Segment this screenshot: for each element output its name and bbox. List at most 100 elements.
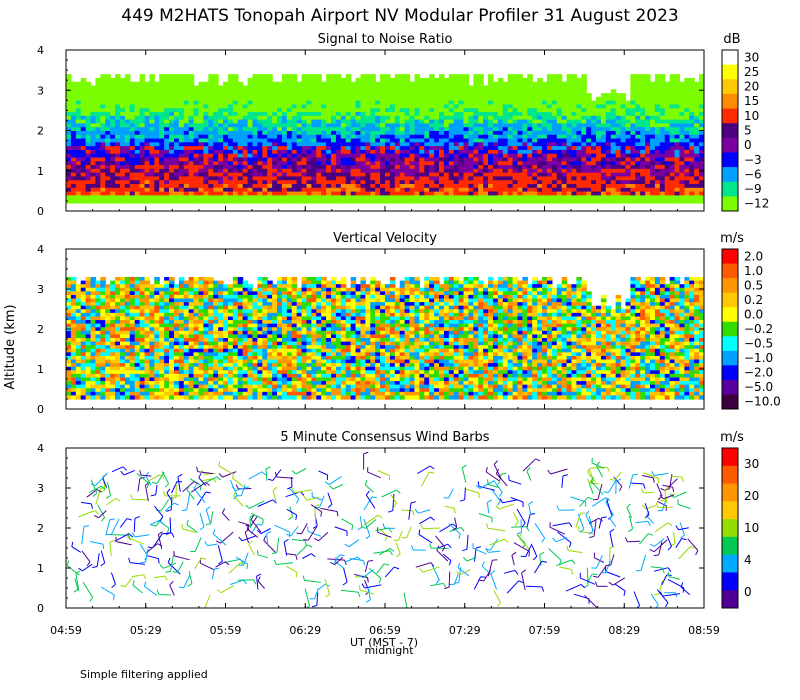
colorbar-swatch (722, 590, 738, 609)
colorbar-swatch (722, 501, 738, 520)
midnight-label: midnight (364, 644, 414, 657)
colorbar-swatch (722, 123, 738, 139)
y-tick-label: 2 (37, 323, 44, 336)
y-tick-label: 3 (37, 84, 44, 97)
colorbar-label: −10.0 (744, 395, 781, 409)
y-tick-label: 0 (37, 602, 44, 615)
colorbar-label: 4 (744, 553, 752, 567)
colorbar-unit: m/s (720, 430, 744, 445)
colorbar-label: −5.0 (744, 380, 773, 394)
colorbar-label: −9 (744, 182, 762, 196)
colorbar-swatch (722, 379, 738, 395)
colorbar-swatch (722, 64, 738, 80)
y-axis-label: Altitude (km) (3, 304, 18, 389)
y-tick-label: 2 (37, 125, 44, 138)
colorbar-label: 0 (744, 138, 752, 152)
colorbar-swatch (722, 336, 738, 352)
colorbar-swatch (722, 465, 738, 485)
colorbar-label: −3 (744, 153, 762, 167)
colorbar-label: 15 (744, 94, 759, 108)
colorbar-label: 2.0 (744, 249, 763, 263)
colorbar-label: 5 (744, 124, 752, 138)
y-tick-label: 0 (37, 205, 44, 218)
colorbar-label: 0.5 (744, 278, 763, 292)
colorbar-swatch (722, 263, 738, 279)
colorbar-swatch (722, 554, 738, 573)
colorbar-swatch (722, 50, 738, 66)
x-tick-label: 07:29 (449, 624, 481, 637)
colorbar-swatch (722, 249, 738, 265)
colorbar-swatch (722, 167, 738, 183)
colorbar-swatch (722, 181, 738, 197)
colorbar-swatch (722, 394, 738, 410)
colorbar: 2.01.00.50.20.0−0.2−0.5−1.0−2.0−5.0−10.0 (721, 248, 781, 410)
colorbar-swatch (722, 152, 738, 168)
colorbar-label: −2.0 (744, 366, 773, 380)
colorbar-swatch (722, 196, 738, 212)
colorbar-swatch (722, 278, 738, 294)
plot-field (66, 74, 704, 204)
colorbar-unit: m/s (720, 231, 744, 246)
colorbar-unit: dB (723, 32, 740, 47)
x-tick-label: 05:29 (130, 624, 162, 637)
colorbar-label: −0.2 (744, 322, 773, 336)
y-tick-label: 1 (37, 363, 44, 376)
colorbar: 30 20 10 4 0 (721, 447, 759, 609)
colorbar-swatch (722, 321, 738, 337)
x-tick-label: 04:59 (50, 624, 82, 637)
panel-3: 5 Minute Consensus Wind Barbs m/s 0 1 2 3 4 30 2… (37, 430, 759, 615)
colorbar-swatch (722, 137, 738, 153)
y-tick-label: 1 (37, 562, 44, 575)
x-tick-label: 07:59 (529, 624, 561, 637)
colorbar-swatch (722, 365, 738, 381)
x-tick-label: 06:29 (289, 624, 321, 637)
panel-title: Vertical Velocity (333, 231, 437, 246)
x-tick-label: 08:59 (688, 624, 720, 637)
footnote: Simple filtering applied (80, 668, 208, 681)
y-tick-label: 0 (37, 403, 44, 416)
colorbar-label: 20 (744, 489, 759, 503)
colorbar-swatch (722, 108, 738, 124)
panel-title: Signal to Noise Ratio (318, 32, 453, 47)
colorbar-swatch (722, 519, 738, 538)
y-tick-label: 3 (37, 283, 44, 296)
chart-title: 449 M2HATS Tonopah Airport NV Modular Pr… (121, 6, 678, 26)
colorbar-swatch (722, 448, 738, 467)
plot-field (66, 451, 699, 608)
x-axis-label: UT (MST - 7) (350, 636, 418, 649)
panel-title: 5 Minute Consensus Wind Barbs (280, 430, 489, 445)
colorbar-swatch (722, 572, 738, 591)
y-tick-label: 1 (37, 165, 44, 178)
plot-field (66, 277, 704, 400)
panel-2: Vertical Velocity m/s 0 1 2 3 4 2.01.00.50.20.0… (37, 231, 781, 416)
x-tick-labels: 04:59 05:29 05:59 06:29 06:59 07:29 07:59 08:29… (50, 624, 720, 637)
colorbar-label: −0.5 (744, 337, 773, 351)
colorbar-label: 10 (744, 109, 759, 123)
colorbar-label: 1.0 (744, 264, 763, 278)
y-tick-label: 4 (37, 44, 44, 57)
x-tick-label: 06:59 (369, 624, 401, 637)
colorbar-swatch (722, 483, 738, 502)
x-tick-label: 05:59 (210, 624, 242, 637)
colorbar-swatch (722, 292, 738, 308)
y-tick-label: 4 (37, 243, 44, 256)
x-tick-label: 08:29 (608, 624, 640, 637)
colorbar-swatch (722, 93, 738, 110)
colorbar-swatch (722, 307, 738, 323)
colorbar-label: 30 (744, 50, 759, 64)
y-tick-label: 2 (37, 522, 44, 535)
colorbar-label: 20 (744, 80, 759, 94)
colorbar-label: −1.0 (744, 351, 773, 365)
y-tick-label: 4 (37, 442, 44, 455)
y-tick-label: 3 (37, 482, 44, 495)
colorbar-label: 30 (744, 457, 759, 471)
colorbar-label: −12 (744, 197, 769, 211)
colorbar-swatch (722, 350, 738, 366)
colorbar-label: 0.2 (744, 293, 763, 307)
colorbar-label: 0 (744, 585, 752, 599)
colorbar-swatch (722, 536, 738, 556)
